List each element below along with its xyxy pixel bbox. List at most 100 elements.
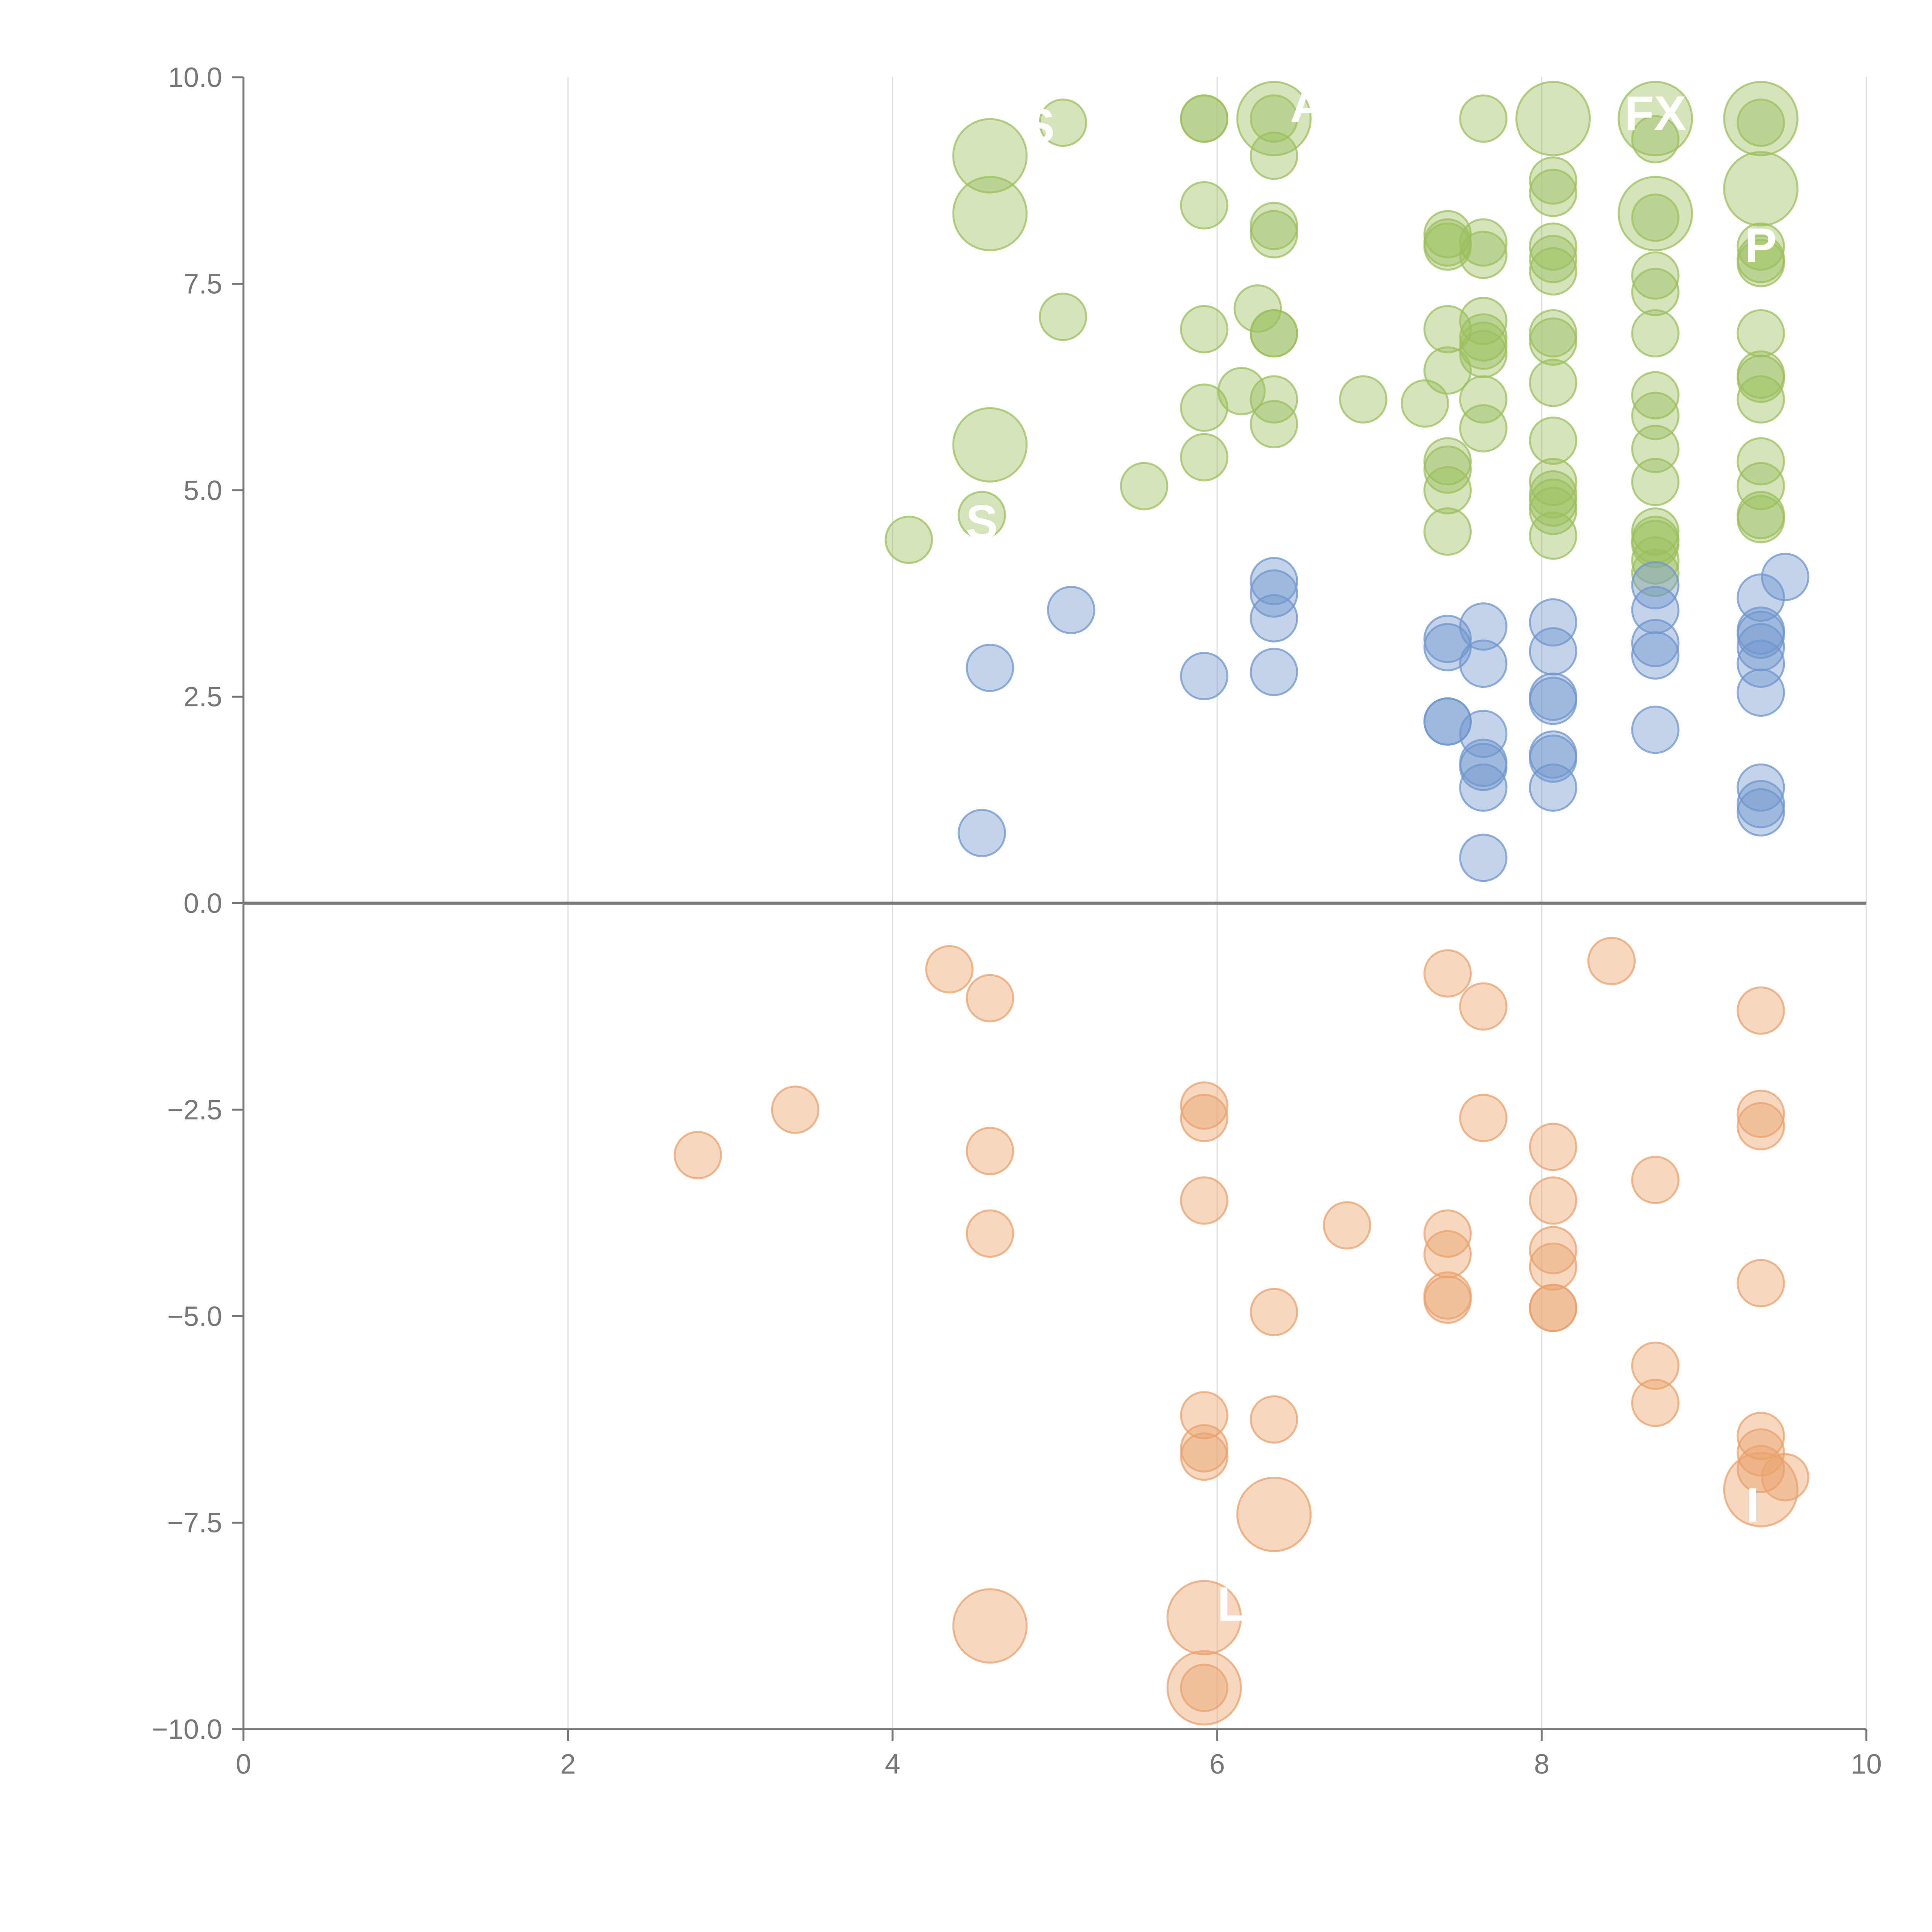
bubble-point xyxy=(966,974,1014,1022)
bubble-annotation: FX xyxy=(1624,87,1686,140)
bubble-point xyxy=(1736,495,1785,544)
bubble-point xyxy=(966,1127,1014,1175)
bubble-point xyxy=(1631,391,1680,440)
bubble-point xyxy=(1423,466,1472,515)
bubble-point xyxy=(1423,949,1472,998)
bubble-point xyxy=(1459,1094,1508,1142)
bubble-annotation: P xyxy=(1745,219,1777,272)
bubble-point xyxy=(1529,417,1577,465)
y-tick-label: 7.5 xyxy=(184,269,222,299)
bubble-point xyxy=(1459,94,1508,143)
bubble-point xyxy=(1459,330,1508,378)
bubble-annotation: L xyxy=(1217,1577,1247,1631)
x-tick-label: 0 xyxy=(236,1749,251,1780)
bubble-point xyxy=(1529,511,1577,560)
bubble-point xyxy=(1459,743,1508,791)
bubble-point xyxy=(1723,1452,1799,1527)
bubble-point xyxy=(1250,569,1298,618)
bubble-point xyxy=(1250,594,1298,643)
x-tick-label: 8 xyxy=(1534,1749,1549,1780)
bubble-point xyxy=(1047,586,1095,634)
bubble-point xyxy=(1761,553,1810,601)
bubble-point xyxy=(1459,763,1508,812)
bubble-point xyxy=(884,515,933,564)
bubble-point xyxy=(1529,247,1577,296)
x-tick-label: 4 xyxy=(885,1749,900,1780)
bubble-point xyxy=(952,407,1028,483)
bubble-point xyxy=(1401,379,1449,428)
bubble-point xyxy=(1736,639,1785,688)
bubble-point xyxy=(1631,1342,1680,1390)
bubble-point xyxy=(1736,354,1785,403)
bubble-point xyxy=(1529,627,1577,676)
bubble-point xyxy=(1529,1242,1577,1291)
bubble-point xyxy=(1631,425,1680,473)
bubble-point xyxy=(1180,652,1228,701)
y-tick-label: 2.5 xyxy=(184,682,222,713)
bubble-point xyxy=(1459,833,1508,882)
bubble-point xyxy=(1631,115,1680,163)
bubble-point xyxy=(1631,1156,1680,1204)
bubble-point xyxy=(1250,375,1298,424)
y-tick-label: −10.0 xyxy=(152,1714,222,1745)
bubble-point xyxy=(1236,81,1312,156)
bubble-point xyxy=(1250,94,1298,143)
bubble-point xyxy=(1180,1663,1228,1712)
bubble-point xyxy=(1217,367,1266,415)
bubble-point xyxy=(1459,218,1508,267)
bubble-point xyxy=(1631,268,1680,316)
bubble-point xyxy=(1587,937,1636,985)
annotations: FX A S P S L I xyxy=(966,78,1777,1631)
bubble-point xyxy=(1723,151,1799,227)
bubble-point xyxy=(1736,309,1785,358)
bubble-point xyxy=(1423,507,1472,556)
bubble-point xyxy=(1180,94,1228,143)
x-tick-label: 2 xyxy=(560,1749,576,1780)
bubble-point xyxy=(1423,1276,1472,1324)
bubble-point xyxy=(1631,1379,1680,1427)
bubble-point xyxy=(1529,317,1577,366)
bubble-point xyxy=(1736,763,1785,812)
bubble-point xyxy=(1529,168,1577,217)
bubble-point xyxy=(1459,297,1508,345)
x-tick-label: 6 xyxy=(1209,1749,1225,1780)
bubble-point xyxy=(1736,222,1785,271)
bubble-point xyxy=(1529,222,1577,271)
bubble-point xyxy=(1529,1284,1577,1332)
bubble-point xyxy=(1423,1230,1472,1279)
bubble-point xyxy=(1631,251,1680,300)
y-tick-label: −2.5 xyxy=(167,1095,222,1126)
bubble-point xyxy=(1529,763,1577,812)
bubble-point xyxy=(1529,486,1577,535)
bubble-point xyxy=(966,643,1014,692)
bubble-point xyxy=(1736,668,1785,717)
series-blue xyxy=(957,553,1810,882)
bubble-point xyxy=(1631,193,1680,242)
bubble-point xyxy=(952,176,1028,252)
bubble-point xyxy=(1180,1176,1228,1225)
series-green xyxy=(884,81,1799,597)
bubble-point xyxy=(1039,293,1087,341)
bubble-point xyxy=(1529,359,1577,407)
bubble-annotation: A xyxy=(1290,78,1325,132)
bubble-point xyxy=(957,491,1006,539)
bubble-point xyxy=(1180,1432,1228,1481)
bubble-point xyxy=(1423,222,1472,271)
bubble-point xyxy=(1120,462,1168,510)
bubble-point xyxy=(1736,239,1785,287)
bubble-annotation: I xyxy=(1746,1478,1760,1532)
bubble-point xyxy=(1459,231,1508,279)
bubble-point xyxy=(1180,1391,1228,1440)
bubble-point xyxy=(1459,709,1508,758)
bubble-annotation: S xyxy=(1022,99,1054,153)
bubble-point xyxy=(1736,573,1785,622)
bubble-point xyxy=(1459,375,1508,424)
bubble-point xyxy=(1323,1201,1371,1250)
bubble-point xyxy=(1631,536,1680,585)
bubble-point xyxy=(1423,445,1472,494)
y-tick-label: 5.0 xyxy=(184,475,222,506)
bubble-point xyxy=(1631,561,1680,610)
bubble-point xyxy=(1631,549,1680,597)
bubble-point xyxy=(1631,520,1680,568)
